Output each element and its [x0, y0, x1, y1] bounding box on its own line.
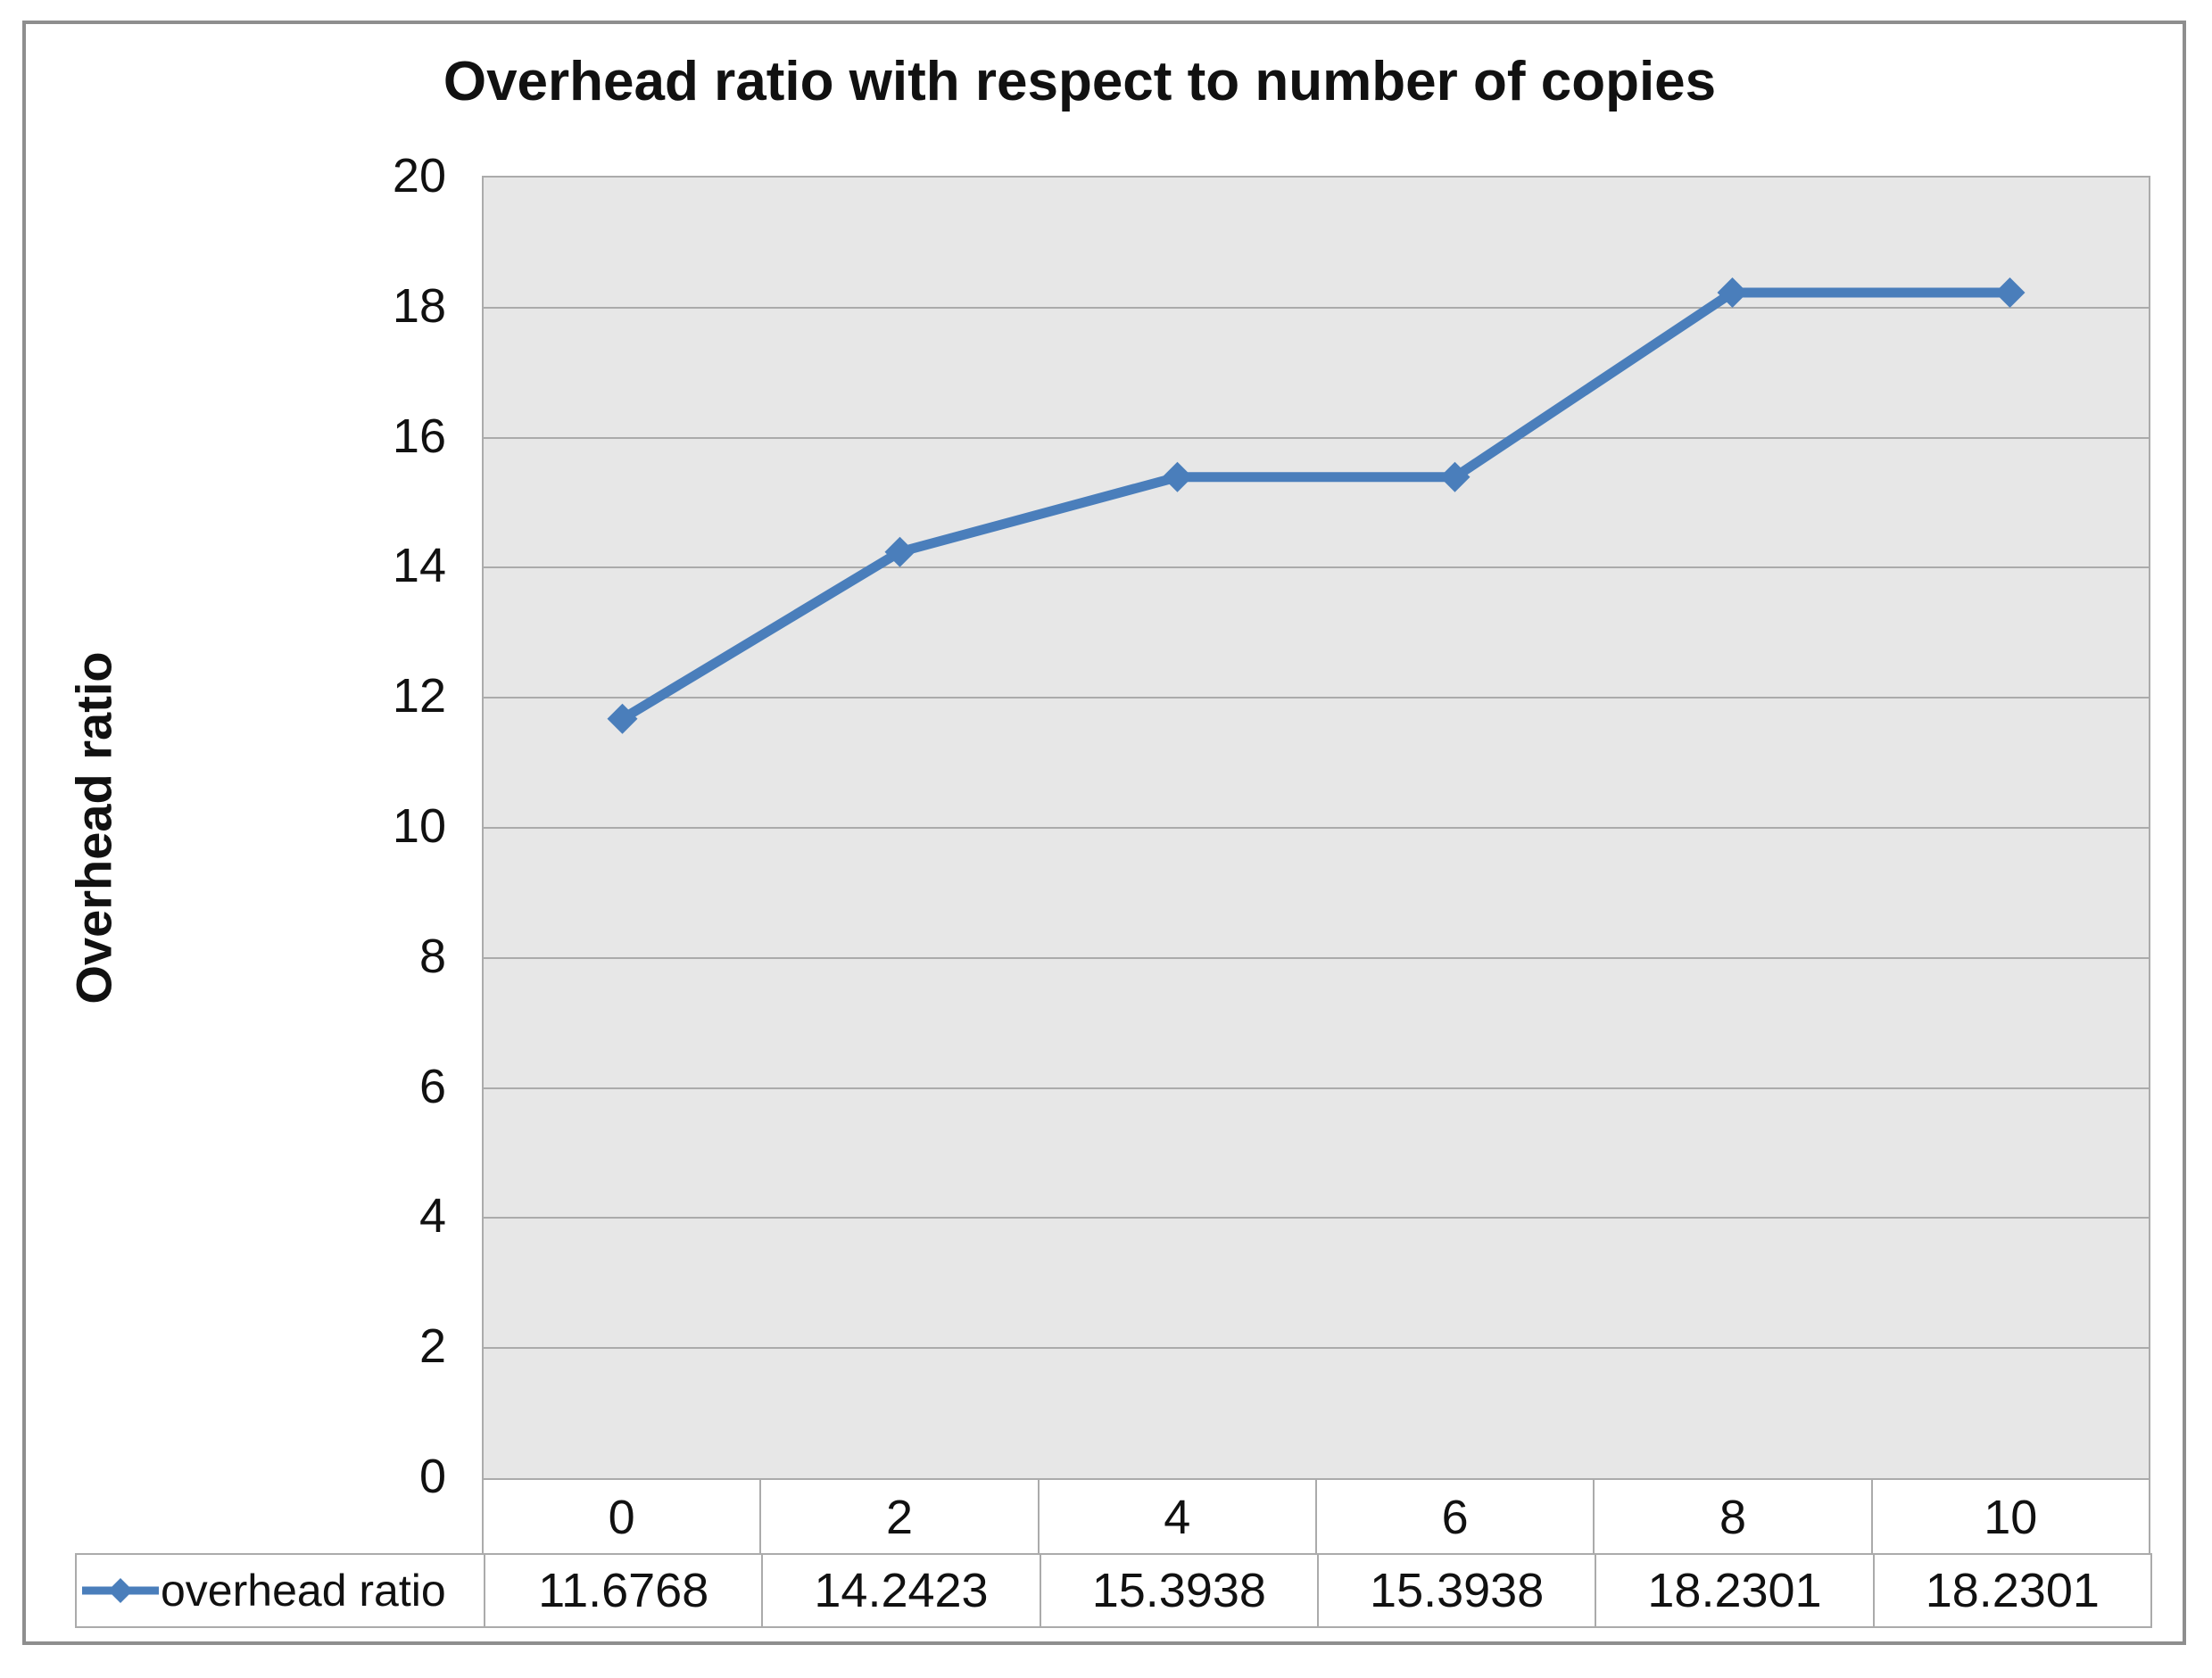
value-cell: 18.2301: [1872, 1555, 2150, 1626]
gridline: [484, 1087, 2149, 1089]
y-tick-label: 2: [418, 1319, 446, 1374]
chart-title: Overhead ratio with respect to number of…: [443, 51, 1717, 112]
category-cell: 10: [1870, 1480, 2149, 1555]
gridline: [484, 697, 2149, 699]
value-cell: 11.6768: [484, 1555, 761, 1626]
y-tick-label: 18: [392, 278, 446, 333]
gridline: [484, 1347, 2149, 1350]
y-axis-tick-labels: 20 18 16 14 12 10 8 6 4 2 0: [294, 152, 446, 1500]
category-cell: 8: [1593, 1480, 1870, 1555]
value-cell: 18.2301: [1595, 1555, 1872, 1626]
legend-series-marker-icon: [82, 1578, 159, 1603]
y-tick-label: 16: [392, 409, 446, 463]
y-tick-label: 12: [392, 669, 446, 723]
y-tick-label: 14: [392, 539, 446, 593]
plot-area: [482, 176, 2150, 1480]
value-cell: 15.3938: [1039, 1555, 1317, 1626]
y-axis-title: Overhead ratio: [65, 651, 122, 1004]
category-cell: 4: [1037, 1480, 1315, 1555]
y-tick-label: 6: [418, 1059, 446, 1113]
x-category-row: 0 2 4 6 8 10: [482, 1480, 2150, 1555]
series-diamond-markers: [607, 277, 2026, 734]
gridline: [484, 1217, 2149, 1219]
gridline: [484, 436, 2149, 439]
y-tick-label: 0: [418, 1450, 446, 1503]
data-table-value-row: overhead ratio 11.6768 14.2423 15.3938 15.3…: [75, 1553, 2152, 1628]
series-line: [619, 287, 2010, 723]
category-cell: 6: [1314, 1480, 1593, 1555]
legend-series-label: overhead ratio: [161, 1566, 446, 1616]
category-cell: 2: [759, 1480, 1037, 1555]
gridline: [484, 566, 2149, 569]
y-tick-label: 4: [418, 1189, 446, 1244]
y-tick-label: 20: [392, 149, 446, 203]
category-cell: 0: [608, 1491, 635, 1544]
y-tick-label: 10: [392, 799, 446, 853]
value-cell: 15.3938: [1316, 1555, 1595, 1626]
y-tick-label: 8: [418, 929, 446, 983]
gridline: [484, 956, 2149, 959]
gridline: [484, 306, 2149, 309]
gridline: [484, 827, 2149, 829]
legend-cell: overhead ratio: [77, 1555, 484, 1626]
value-cell: 14.2423: [761, 1555, 1039, 1626]
line-series-svg: [607, 277, 2026, 734]
